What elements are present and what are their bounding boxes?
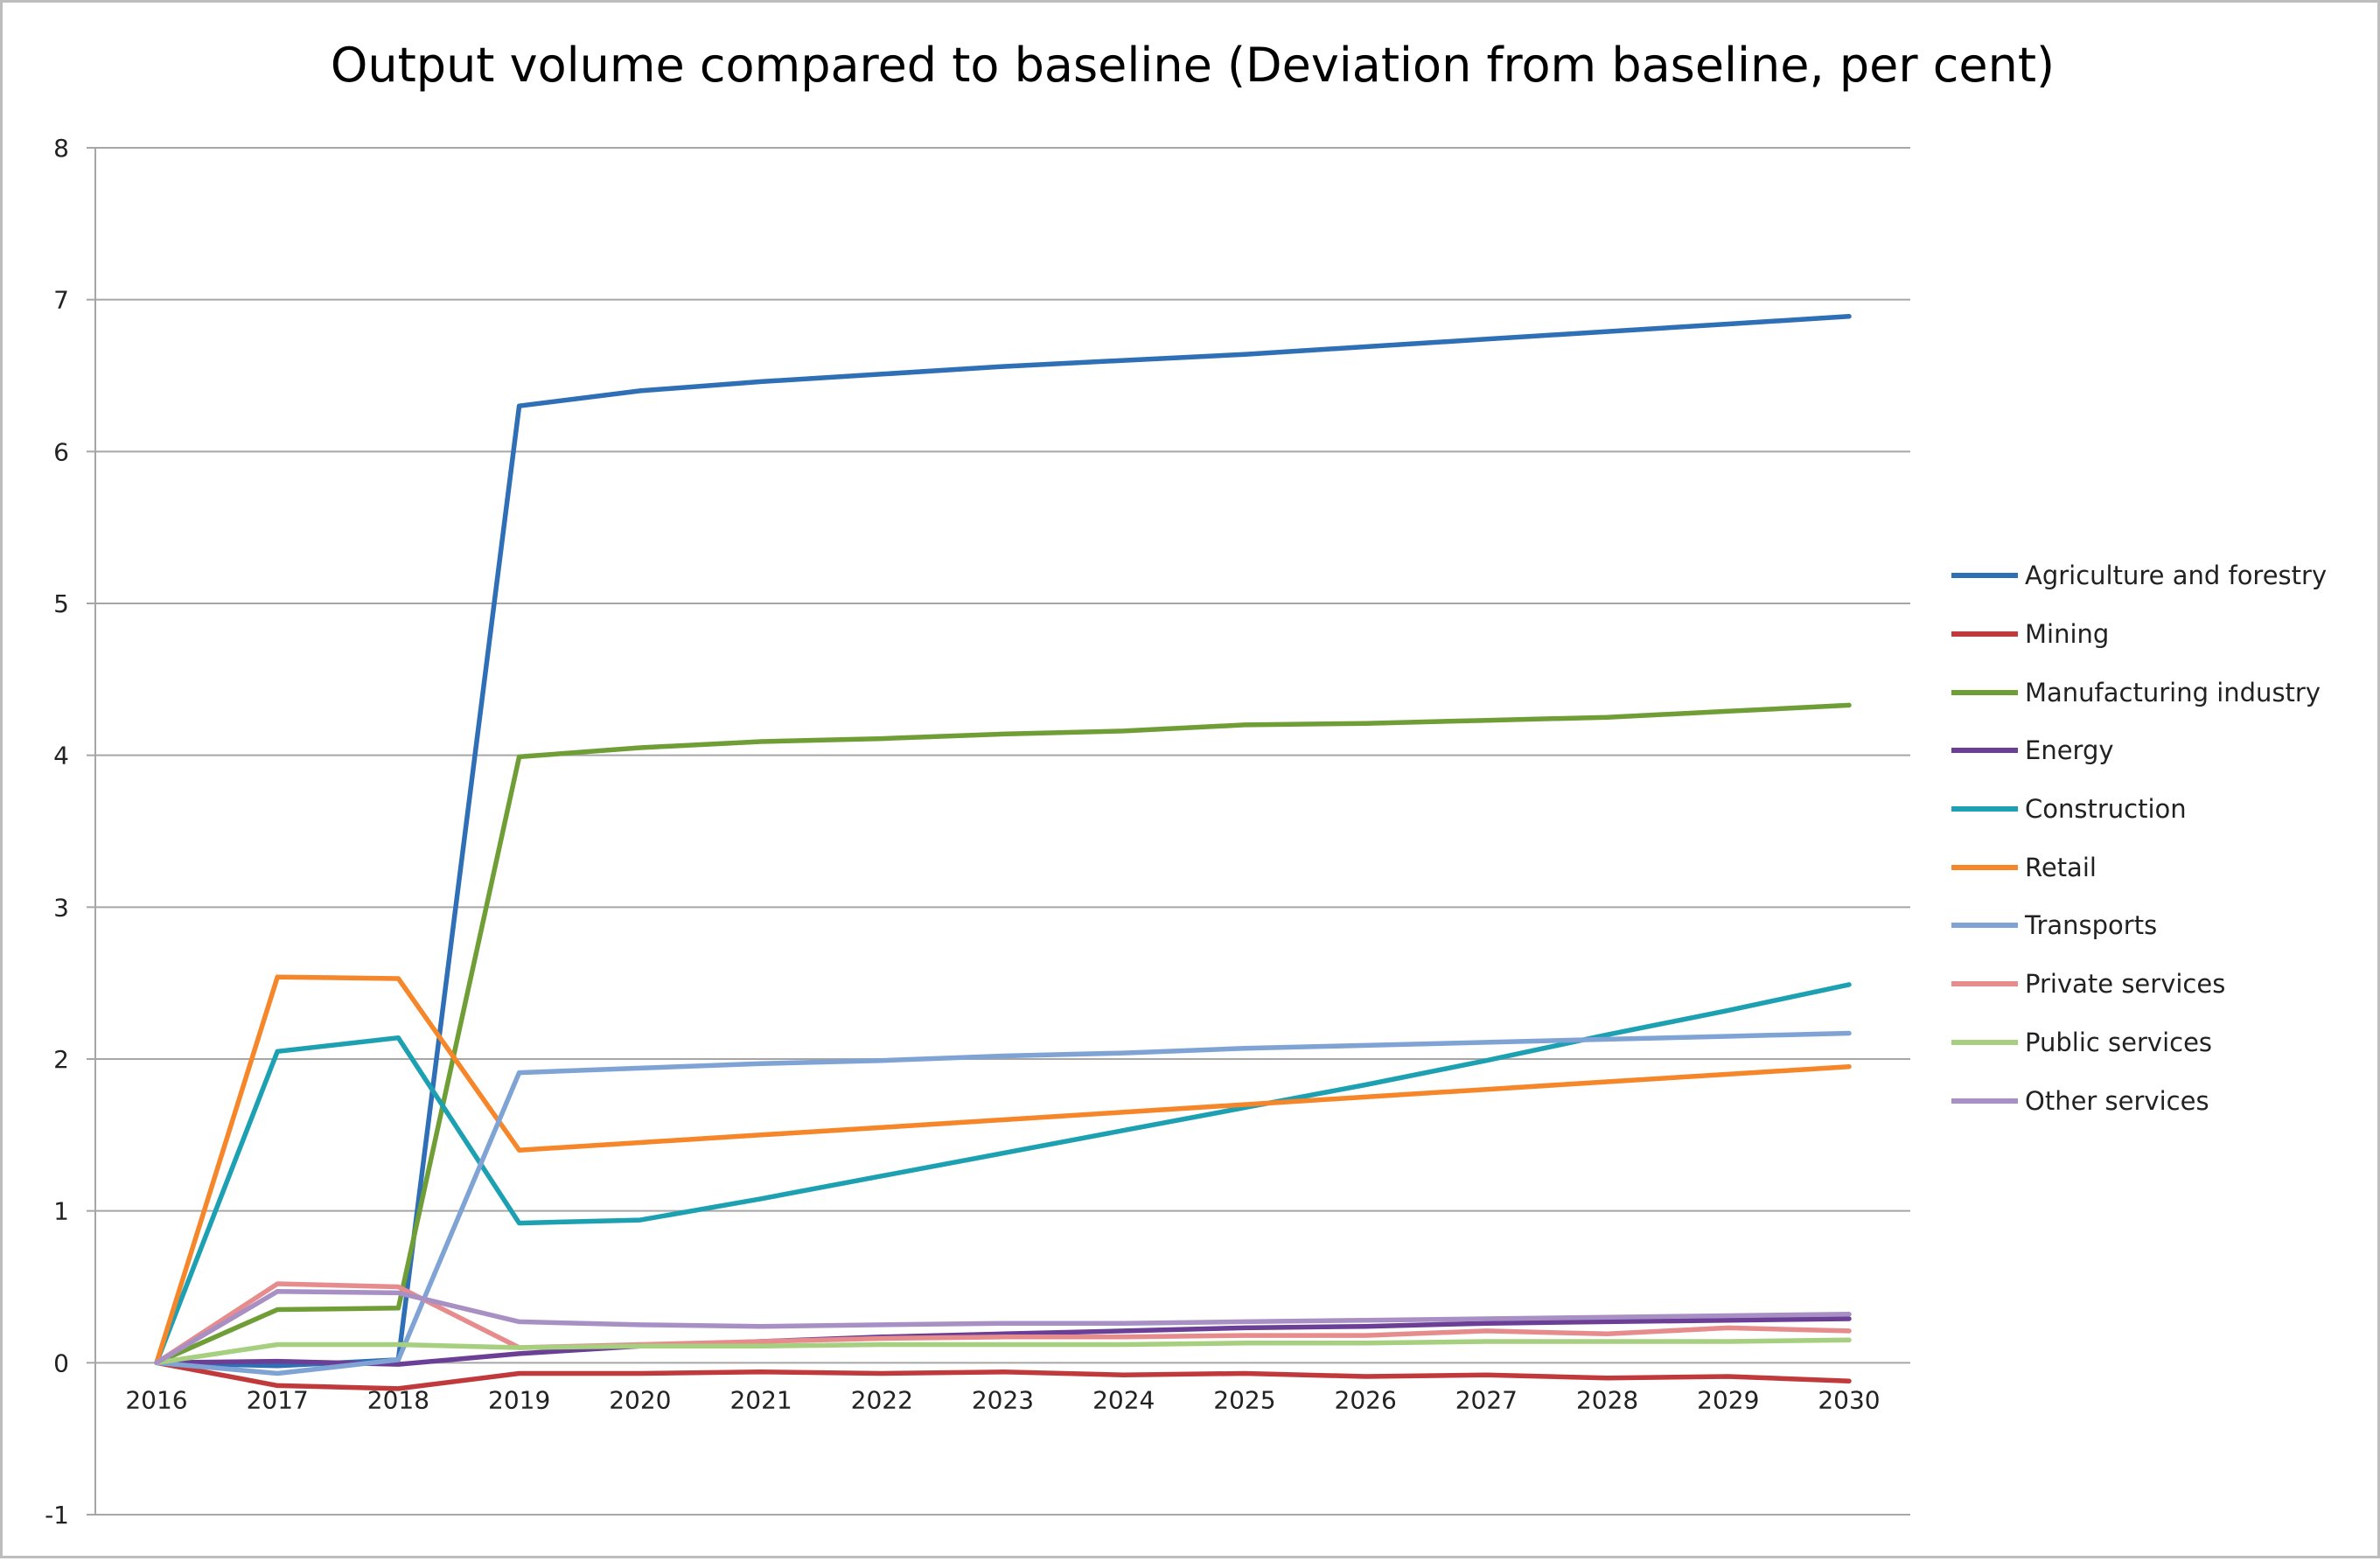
legend-item: Public services — [1951, 1014, 2371, 1072]
legend-swatch — [1951, 923, 2018, 929]
legend-label: Other services — [2025, 1085, 2209, 1116]
series-line-private-services — [154, 1281, 1852, 1366]
legend-swatch — [1951, 631, 2018, 638]
x-tick-label: 2020 — [609, 1385, 671, 1414]
legend-label: Retail — [2025, 852, 2097, 882]
series-line-agriculture-and-forestry — [154, 314, 1852, 1369]
x-tick-label: 2027 — [1455, 1385, 1518, 1414]
y-tick-label: 0 — [53, 1348, 69, 1377]
x-tick-label: 2017 — [247, 1385, 309, 1414]
legend-swatch — [1951, 748, 2018, 754]
x-tick-label: 2023 — [972, 1385, 1034, 1414]
x-tick-label: 2025 — [1213, 1385, 1275, 1414]
legend-label: Transports — [2025, 910, 2158, 941]
line-chart: -1 0 1 2 3 4 5 6 7 8 2016 2017 2 0 1 8 2019 2020 2021 2022… — [45, 134, 1910, 1530]
series-line-mining — [154, 1360, 1852, 1391]
series-line-manufacturing-industry — [154, 702, 1852, 1366]
series-lines — [154, 314, 1852, 1391]
legend-swatch — [1951, 981, 2018, 987]
x-tick-label: 2026 — [1335, 1385, 1397, 1414]
legend-swatch — [1951, 573, 2018, 579]
legend-swatch — [1951, 689, 2018, 695]
x-tick-label: 2024 — [1092, 1385, 1155, 1414]
x-tick-label: 2019 — [488, 1385, 550, 1414]
x-axis-tick-labels: 2016 2017 2018 2019 2020 2021 2022 2023 2024 2025… — [125, 1385, 1880, 1414]
series-line-retail — [154, 974, 1852, 1366]
legend-item: Construction — [1951, 780, 2371, 839]
legend-swatch — [1951, 806, 2018, 812]
series-line-public-services — [154, 1337, 1852, 1366]
y-tick-label: 3 — [53, 893, 69, 922]
x-tick-label: 2021 — [729, 1385, 792, 1414]
legend-item: Retail — [1951, 838, 2371, 896]
y-tick-label: -1 — [45, 1501, 69, 1530]
legend-label: Construction — [2025, 794, 2187, 825]
y-tick-label: 1 — [53, 1197, 69, 1226]
y-tick-label: 4 — [53, 742, 69, 770]
x-tick-label: 2030 — [1818, 1385, 1880, 1414]
y-axis-tick-labels: -1 0 1 2 3 4 5 6 7 8 — [45, 134, 69, 1530]
legend-label: Energy — [2025, 735, 2114, 766]
legend-label: Agriculture and forestry — [2025, 561, 2328, 591]
legend-item: Agriculture and forestry — [1951, 547, 2371, 605]
legend-item: Manufacturing industry — [1951, 663, 2371, 721]
legend-swatch — [1951, 1039, 2018, 1045]
x-tick-label: 2022 — [851, 1385, 913, 1414]
series-line-other-services — [154, 1288, 1852, 1366]
chart-title: Output volume compared to baseline (Devi… — [330, 38, 2055, 93]
y-tick-label: 5 — [53, 589, 69, 618]
legend-swatch — [1951, 864, 2018, 870]
series-line-transports — [154, 1030, 1852, 1376]
legend-item: Energy — [1951, 721, 2371, 780]
legend-label: Mining — [2025, 619, 2110, 650]
y-tick-label: 6 — [53, 437, 69, 466]
series-line-energy — [154, 1316, 1852, 1367]
legend: Agriculture and forestry Mining Manufactur… — [1951, 547, 2371, 1130]
legend-swatch — [1951, 1098, 2018, 1104]
x-tick-label: 2028 — [1576, 1385, 1638, 1414]
legend-label: Public services — [2025, 1027, 2213, 1057]
legend-item: Other services — [1951, 1071, 2371, 1130]
x-tick-label: 2029 — [1697, 1385, 1759, 1414]
y-tick-label: 8 — [53, 134, 69, 163]
gridlines — [87, 147, 1910, 1516]
series-line-construction — [154, 982, 1852, 1366]
legend-item: Mining — [1951, 605, 2371, 664]
y-tick-label: 2 — [53, 1045, 69, 1074]
legend-item: Private services — [1951, 955, 2371, 1014]
y-tick-label: 7 — [53, 286, 69, 315]
legend-label: Private services — [2025, 969, 2226, 1000]
legend-label: Manufacturing industry — [2025, 677, 2321, 707]
x-tick-label: 2016 — [125, 1385, 187, 1414]
legend-item: Transports — [1951, 896, 2371, 955]
